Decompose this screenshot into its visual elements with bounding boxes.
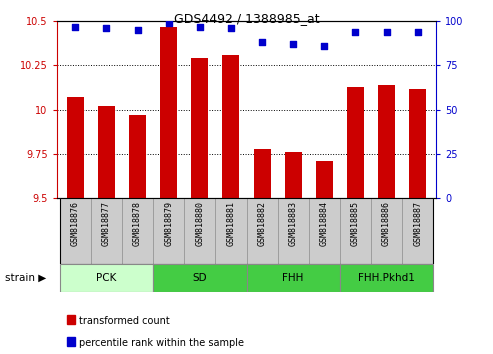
Text: FHH: FHH: [282, 273, 304, 283]
Bar: [246, 198, 278, 264]
Bar: [402, 198, 433, 264]
Text: GDS4492 / 1388985_at: GDS4492 / 1388985_at: [174, 12, 319, 25]
Text: GSM818881: GSM818881: [226, 201, 236, 246]
Text: GSM818880: GSM818880: [195, 201, 204, 246]
Bar: [153, 198, 184, 264]
Point: [258, 40, 266, 45]
Text: GSM818879: GSM818879: [164, 201, 173, 246]
Bar: [309, 198, 340, 264]
Bar: [67, 97, 84, 198]
Text: GSM818883: GSM818883: [289, 201, 298, 246]
Text: GSM818882: GSM818882: [257, 201, 267, 246]
Text: GSM818878: GSM818878: [133, 201, 142, 246]
Bar: [153, 264, 246, 292]
Text: GSM818885: GSM818885: [351, 201, 360, 246]
Bar: [60, 198, 91, 264]
Text: GSM818884: GSM818884: [320, 201, 329, 246]
Bar: [246, 264, 340, 292]
Point: [414, 29, 422, 35]
Bar: [347, 87, 364, 198]
Text: transformed count: transformed count: [79, 316, 170, 326]
Bar: [98, 106, 115, 198]
Bar: [378, 85, 395, 198]
Point: [165, 20, 173, 26]
Text: FHH.Pkhd1: FHH.Pkhd1: [358, 273, 415, 283]
Text: percentile rank within the sample: percentile rank within the sample: [79, 338, 245, 348]
Bar: [253, 149, 271, 198]
Point: [352, 29, 359, 35]
Bar: [184, 198, 215, 264]
Text: GSM818877: GSM818877: [102, 201, 111, 246]
Bar: [160, 27, 177, 198]
Bar: [316, 161, 333, 198]
Point: [103, 25, 110, 31]
Bar: [278, 198, 309, 264]
Bar: [215, 198, 246, 264]
Point: [383, 29, 390, 35]
Bar: [129, 115, 146, 198]
Bar: [409, 88, 426, 198]
Point: [227, 25, 235, 31]
Point: [289, 41, 297, 47]
Text: strain ▶: strain ▶: [5, 273, 46, 283]
Text: GSM818886: GSM818886: [382, 201, 391, 246]
Point: [320, 43, 328, 49]
Bar: [222, 55, 240, 198]
Bar: [371, 198, 402, 264]
Point: [196, 24, 204, 29]
Bar: [122, 198, 153, 264]
Bar: [191, 58, 209, 198]
Bar: [60, 264, 153, 292]
Text: SD: SD: [192, 273, 207, 283]
Bar: [340, 198, 371, 264]
Point: [134, 27, 141, 33]
Text: PCK: PCK: [96, 273, 117, 283]
Bar: [91, 198, 122, 264]
Point: [71, 24, 79, 29]
Bar: [284, 152, 302, 198]
Bar: [340, 264, 433, 292]
Text: GSM818876: GSM818876: [71, 201, 80, 246]
Text: GSM818887: GSM818887: [413, 201, 422, 246]
